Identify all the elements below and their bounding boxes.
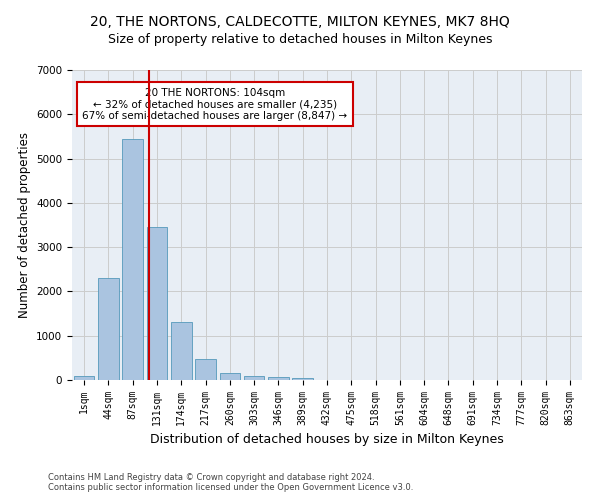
- Bar: [171, 322, 191, 380]
- Bar: [220, 373, 240, 380]
- Y-axis label: Number of detached properties: Number of detached properties: [17, 132, 31, 318]
- Bar: [244, 376, 265, 380]
- Bar: [122, 138, 143, 380]
- Bar: [98, 278, 119, 380]
- Bar: [292, 378, 313, 380]
- Text: Size of property relative to detached houses in Milton Keynes: Size of property relative to detached ho…: [108, 32, 492, 46]
- Text: 20, THE NORTONS, CALDECOTTE, MILTON KEYNES, MK7 8HQ: 20, THE NORTONS, CALDECOTTE, MILTON KEYN…: [90, 15, 510, 29]
- Text: Contains HM Land Registry data © Crown copyright and database right 2024.: Contains HM Land Registry data © Crown c…: [48, 474, 374, 482]
- X-axis label: Distribution of detached houses by size in Milton Keynes: Distribution of detached houses by size …: [150, 434, 504, 446]
- Text: Contains public sector information licensed under the Open Government Licence v3: Contains public sector information licen…: [48, 484, 413, 492]
- Bar: [74, 376, 94, 380]
- Text: 20 THE NORTONS: 104sqm
← 32% of detached houses are smaller (4,235)
67% of semi-: 20 THE NORTONS: 104sqm ← 32% of detached…: [82, 88, 347, 120]
- Bar: [268, 378, 289, 380]
- Bar: [146, 227, 167, 380]
- Bar: [195, 359, 216, 380]
